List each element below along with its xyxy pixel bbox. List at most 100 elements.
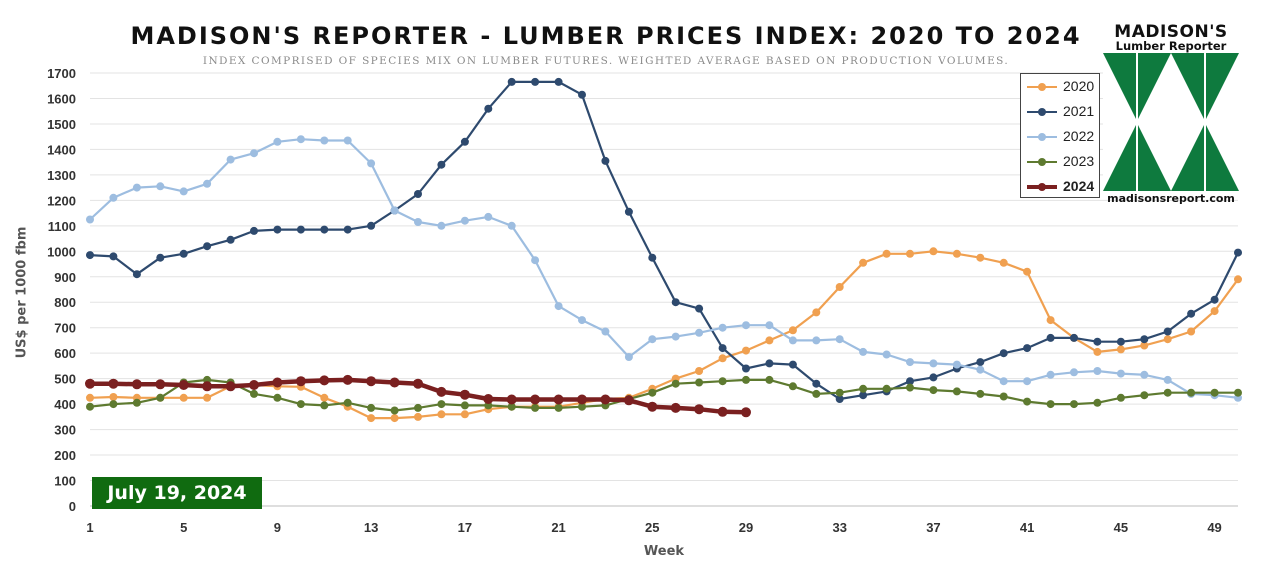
data-point-2021 <box>179 249 188 258</box>
data-point-2020 <box>1093 347 1102 356</box>
data-point-2023 <box>1234 388 1242 397</box>
chart-subtitle: INDEX COMPRISED OF SPECIES MIX ON LUMBER… <box>202 55 1010 67</box>
x-tick-label: 9 <box>274 520 281 535</box>
y-tick-label: 0 <box>69 499 76 514</box>
data-point-2023 <box>109 400 118 409</box>
data-point-2020 <box>86 393 94 402</box>
data-point-2023 <box>132 398 141 407</box>
legend-label: 2024 <box>1063 178 1095 194</box>
data-point-2020 <box>390 414 399 423</box>
data-point-2022 <box>250 149 258 158</box>
data-point-2022 <box>203 179 212 188</box>
y-tick-label: 1000 <box>47 244 76 259</box>
data-point-2020 <box>1234 275 1242 284</box>
data-point-2023 <box>718 377 727 386</box>
data-point-2020 <box>835 283 844 291</box>
data-point-2023 <box>742 375 750 384</box>
data-point-2021 <box>273 225 282 234</box>
legend-item-2022: 2022 <box>1021 124 1101 149</box>
data-point-2021 <box>1023 344 1032 353</box>
data-point-2021 <box>835 395 844 403</box>
data-point-2024 <box>506 394 517 405</box>
series-group <box>85 77 1242 423</box>
x-tick-label: 21 <box>551 520 565 535</box>
data-point-2024 <box>741 407 751 418</box>
legend-marker <box>1038 158 1046 166</box>
data-point-2020 <box>179 393 188 402</box>
data-point-2024 <box>530 394 541 405</box>
data-point-2024 <box>366 376 377 387</box>
data-point-2023 <box>1187 388 1196 397</box>
y-tick-label: 1100 <box>48 219 76 234</box>
data-point-2022 <box>531 256 540 265</box>
data-point-2023 <box>648 388 657 397</box>
x-tick-label: 1 <box>86 520 93 535</box>
x-tick-label: 13 <box>364 520 378 535</box>
data-point-2021 <box>554 77 563 86</box>
data-point-2024 <box>295 376 306 387</box>
y-tick-label: 1200 <box>47 193 76 208</box>
data-point-2023 <box>273 393 282 402</box>
data-point-2022 <box>788 336 797 345</box>
data-point-2023 <box>695 378 704 387</box>
data-point-2020 <box>109 393 118 401</box>
legend-item-2023: 2023 <box>1021 149 1101 174</box>
data-point-2021 <box>765 359 774 368</box>
data-point-2023 <box>250 389 258 398</box>
data-point-2022 <box>1046 370 1055 379</box>
data-point-2023 <box>1140 391 1149 400</box>
data-point-2023 <box>320 401 329 410</box>
data-point-2023 <box>859 384 868 393</box>
y-axis-ticks: 0 100 200 300 400 500 600 700 800 900 1000 1100 1200… <box>47 66 76 514</box>
data-point-2024 <box>108 378 119 389</box>
data-point-2023 <box>86 402 94 411</box>
data-point-2023 <box>531 403 540 412</box>
data-point-2022 <box>1140 370 1149 379</box>
data-point-2023 <box>952 387 961 396</box>
data-point-2024 <box>342 374 353 385</box>
data-point-2020 <box>999 258 1008 267</box>
data-point-2021 <box>906 377 914 386</box>
data-point-2020 <box>437 410 446 419</box>
data-point-2023 <box>367 403 376 412</box>
data-point-2020 <box>460 410 469 419</box>
data-point-2022 <box>1093 367 1102 375</box>
data-point-2021 <box>320 225 329 234</box>
data-point-2022 <box>507 221 516 230</box>
data-point-2023 <box>906 383 914 392</box>
data-point-2022 <box>390 206 399 215</box>
data-point-2023 <box>882 384 891 393</box>
data-point-2024 <box>319 375 330 386</box>
y-tick-label: 1500 <box>47 117 76 132</box>
data-point-2021 <box>507 77 516 86</box>
date-badge: July 19, 2024 <box>92 477 262 509</box>
data-point-2023 <box>671 379 680 388</box>
madisons-logo: MADISON'S Lumber Reporter madisonsreport… <box>1101 22 1241 207</box>
data-point-2021 <box>624 207 633 216</box>
data-point-2023 <box>976 389 985 398</box>
data-point-2021 <box>414 190 422 198</box>
data-point-2020 <box>788 326 797 335</box>
data-point-2021 <box>999 349 1008 358</box>
data-point-2021 <box>460 137 469 146</box>
data-point-2021 <box>695 304 704 313</box>
data-point-2024 <box>413 378 423 389</box>
data-point-2023 <box>578 402 586 411</box>
data-point-2020 <box>203 393 212 402</box>
data-point-2021 <box>250 226 258 235</box>
series-2024 <box>85 374 751 418</box>
x-tick-label: 49 <box>1207 520 1221 535</box>
data-point-2023 <box>1046 400 1055 409</box>
legend-marker <box>1038 108 1046 116</box>
y-tick-label: 1700 <box>47 66 76 81</box>
x-tick-label: 5 <box>180 520 187 535</box>
data-point-2022 <box>273 137 282 146</box>
data-point-2023 <box>1093 398 1102 407</box>
data-point-2020 <box>718 354 727 363</box>
data-point-2024 <box>647 401 658 412</box>
data-point-2022 <box>437 221 446 230</box>
data-point-2022 <box>296 135 305 144</box>
data-point-2021 <box>531 77 540 86</box>
data-point-2024 <box>249 380 259 390</box>
